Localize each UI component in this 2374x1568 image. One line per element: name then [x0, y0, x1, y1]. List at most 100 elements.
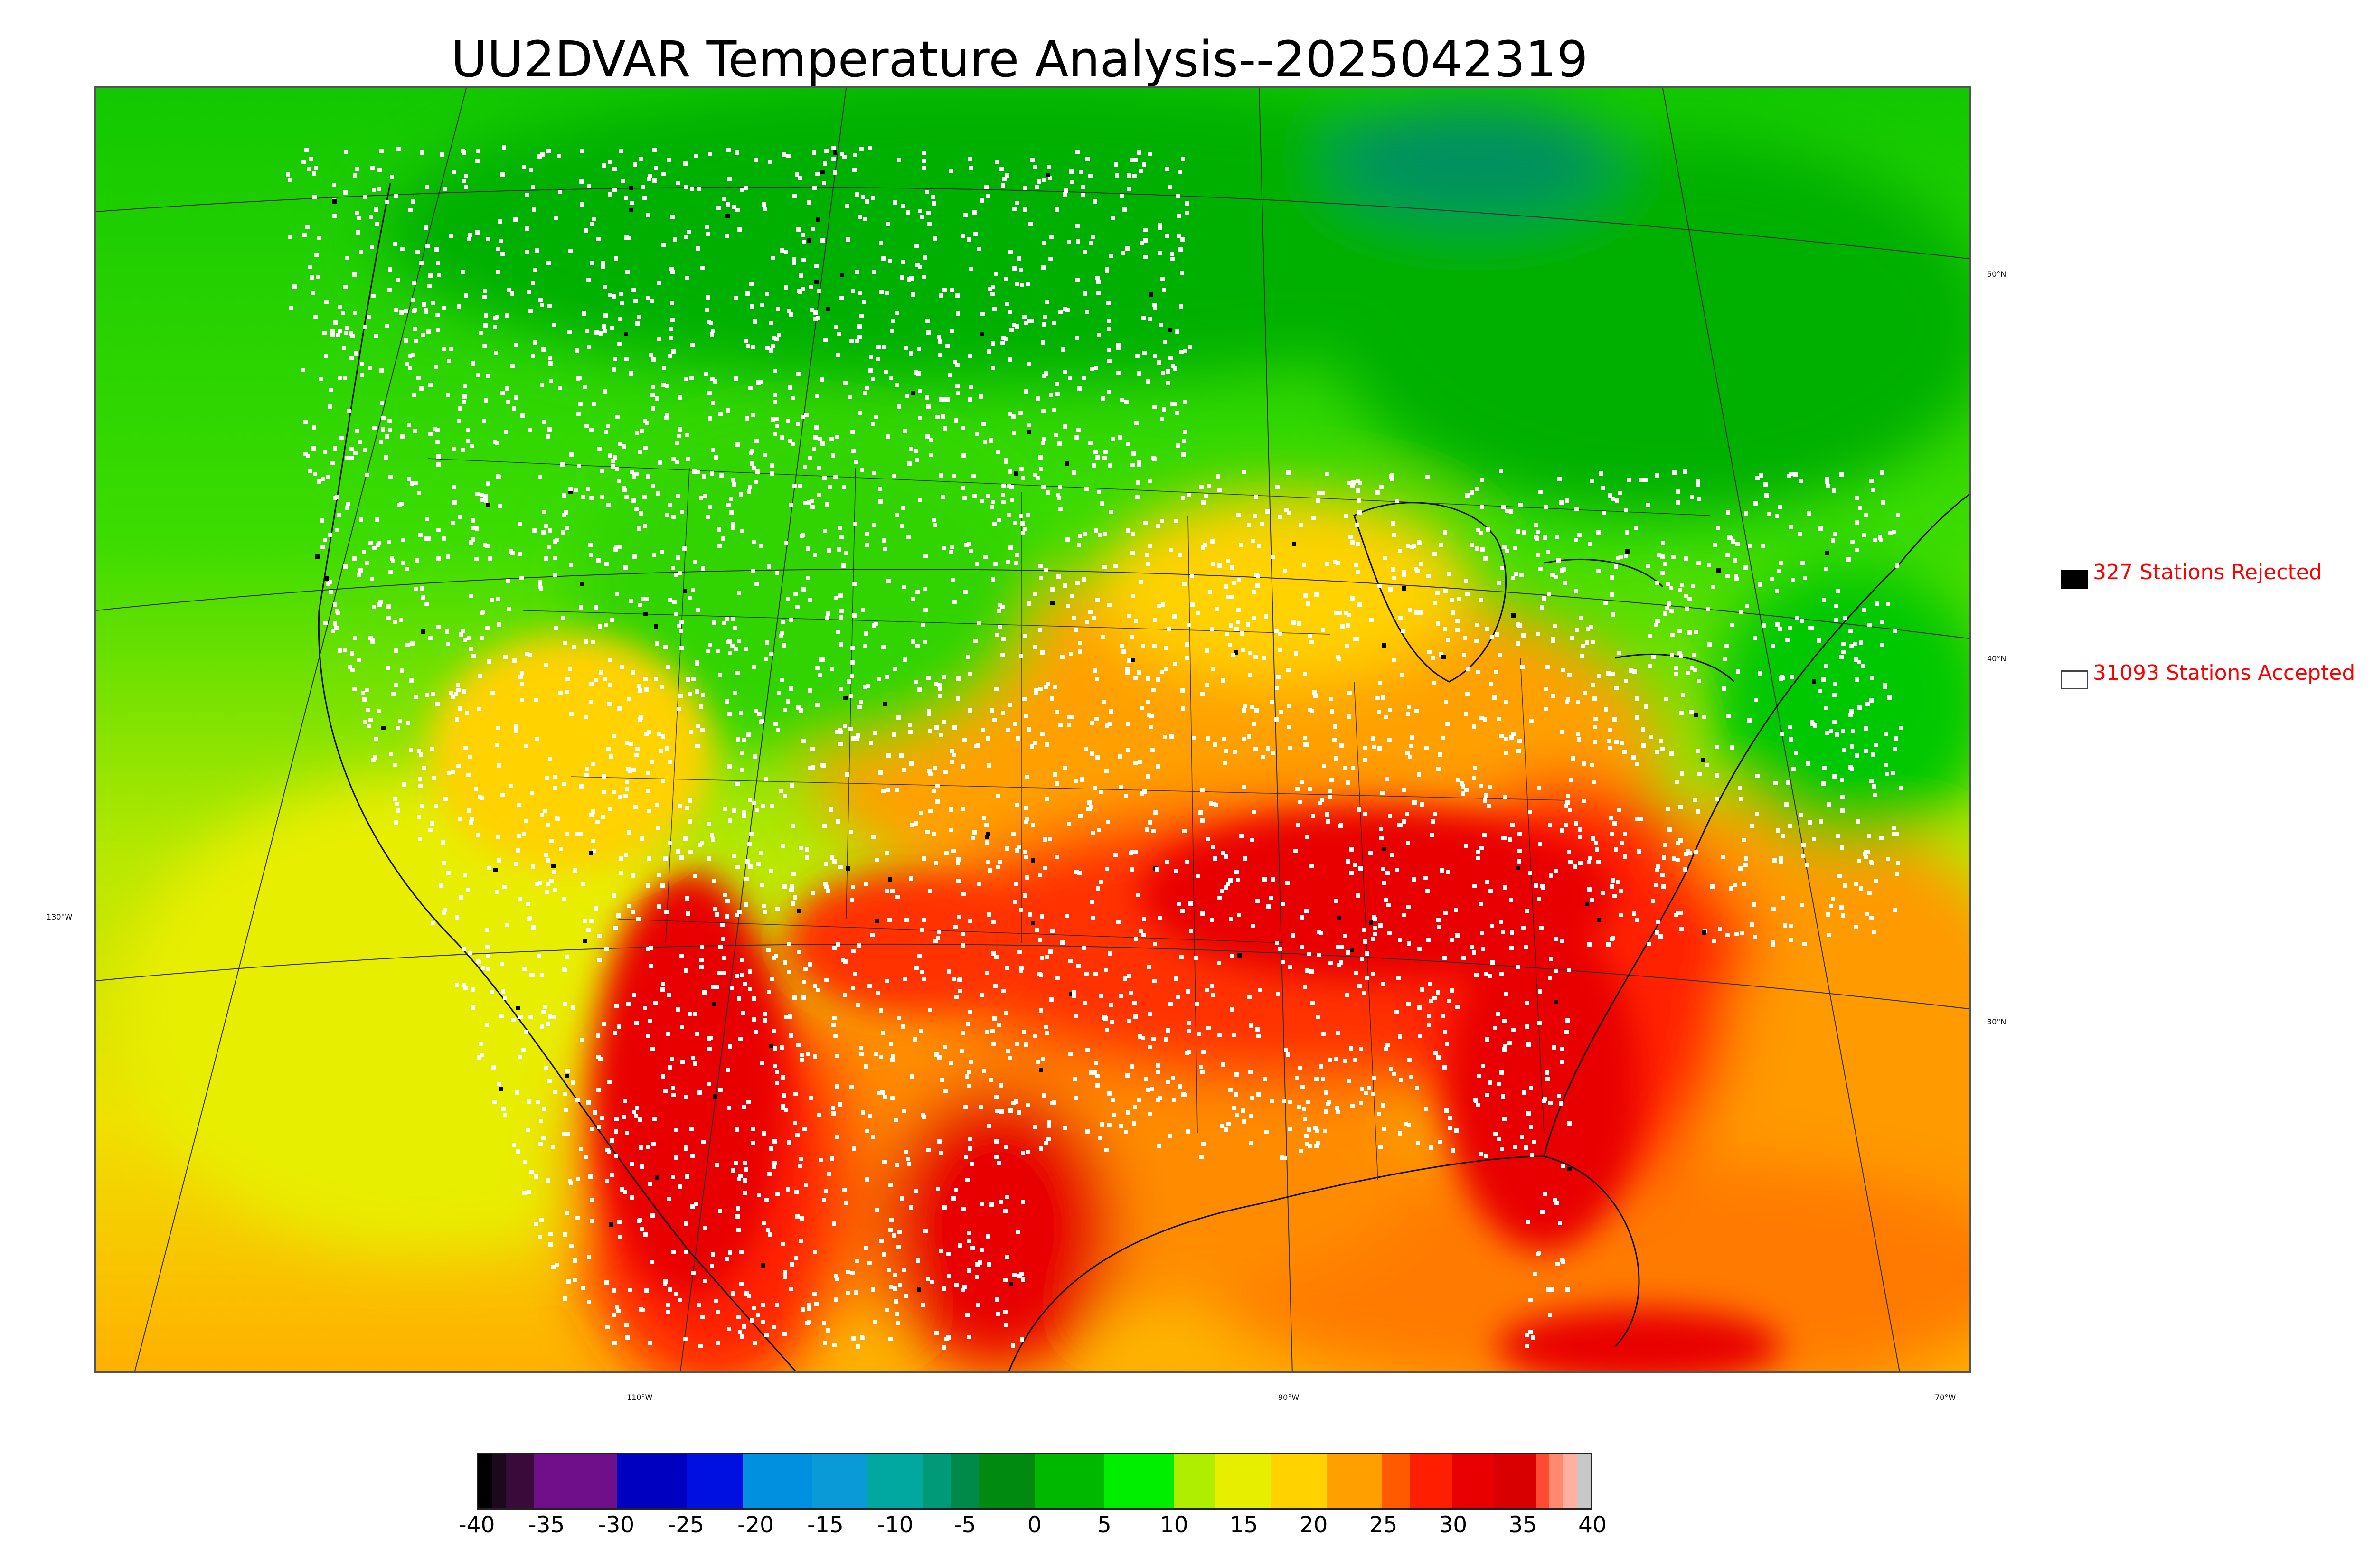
- accepted-station-dot: [865, 1129, 869, 1133]
- accepted-station-dot: [876, 345, 881, 349]
- accepted-station-dot: [820, 238, 825, 243]
- accepted-station-dot: [664, 910, 669, 914]
- accepted-station-dot: [1192, 736, 1196, 740]
- accepted-station-dot: [962, 1285, 967, 1289]
- accepted-station-dot: [802, 980, 806, 984]
- accepted-station-dot: [583, 919, 587, 923]
- accepted-station-dot: [486, 237, 490, 241]
- accepted-station-dot: [864, 1064, 868, 1069]
- accepted-station-dot: [955, 293, 960, 298]
- accepted-station-dot: [462, 150, 466, 155]
- accepted-station-dot: [1130, 635, 1134, 639]
- accepted-station-dot: [984, 185, 989, 189]
- rejected-station-dot: [911, 391, 915, 395]
- accepted-station-dot: [1241, 648, 1245, 652]
- accepted-station-dot: [1107, 327, 1111, 331]
- accepted-station-dot: [449, 691, 453, 695]
- accepted-station-dot: [1287, 704, 1291, 708]
- accepted-station-dot: [1725, 574, 1730, 578]
- accepted-station-dot: [590, 261, 594, 265]
- accepted-station-dot: [1521, 926, 1526, 930]
- accepted-station-dot: [635, 1106, 639, 1110]
- accepted-station-dot: [1180, 909, 1185, 913]
- accepted-station-dot: [1013, 521, 1017, 525]
- accepted-station-dot: [810, 747, 815, 751]
- accepted-station-dot: [1074, 1096, 1078, 1100]
- accepted-station-dot: [615, 467, 619, 471]
- accepted-station-dot: [613, 926, 618, 930]
- accepted-station-dot: [1610, 832, 1614, 836]
- accepted-station-dot: [1516, 529, 1520, 534]
- accepted-station-dot: [956, 311, 960, 316]
- accepted-station-dot: [301, 368, 305, 372]
- accepted-station-dot: [1619, 889, 1623, 893]
- accepted-station-dot: [1501, 505, 1506, 509]
- accepted-station-dot: [518, 552, 522, 556]
- colorbar-tick-label: -30: [598, 1512, 635, 1538]
- accepted-station-dot: [603, 313, 608, 318]
- accepted-station-dot: [1085, 620, 1089, 624]
- accepted-station-dot: [676, 181, 680, 185]
- accepted-station-dot: [1028, 222, 1033, 226]
- accepted-station-dot: [735, 782, 740, 786]
- accepted-station-dot: [890, 1096, 895, 1100]
- accepted-station-dot: [1008, 469, 1012, 474]
- accepted-station-dot: [1602, 511, 1606, 515]
- accepted-station-dot: [873, 1320, 877, 1324]
- accepted-station-dot: [1078, 814, 1083, 818]
- accepted-station-dot: [1476, 670, 1480, 674]
- accepted-station-dot: [770, 977, 774, 981]
- accepted-station-dot: [1065, 914, 1069, 918]
- accepted-station-dot: [1538, 567, 1543, 571]
- accepted-station-dot: [1357, 807, 1361, 812]
- accepted-station-dot: [413, 327, 417, 331]
- accepted-station-dot: [671, 1086, 675, 1090]
- accepted-station-dot: [1120, 398, 1124, 402]
- accepted-station-dot: [749, 451, 753, 455]
- accepted-station-dot: [684, 235, 688, 239]
- accepted-station-dot: [1892, 832, 1896, 836]
- accepted-station-dot: [1509, 946, 1514, 950]
- accepted-station-dot: [1377, 710, 1381, 714]
- accepted-station-dot: [655, 803, 659, 807]
- accepted-station-dot: [1130, 463, 1135, 467]
- accepted-station-dot: [1407, 1058, 1412, 1062]
- accepted-station-dot: [994, 272, 998, 276]
- accepted-station-dot: [1748, 544, 1752, 548]
- accepted-station-dot: [1824, 706, 1828, 710]
- accepted-station-dot: [484, 398, 488, 403]
- accepted-station-dot: [901, 1024, 905, 1029]
- accepted-station-dot: [782, 884, 787, 889]
- accepted-station-dot: [1479, 784, 1483, 788]
- accepted-station-dot: [1398, 616, 1403, 620]
- accepted-station-dot: [864, 882, 868, 886]
- accepted-station-dot: [569, 712, 574, 716]
- accepted-station-dot: [425, 517, 429, 521]
- rejected-station-dot: [516, 1006, 520, 1010]
- accepted-station-dot: [1264, 1130, 1269, 1134]
- accepted-station-dot: [761, 1320, 765, 1324]
- accepted-station-dot: [867, 1261, 872, 1265]
- accepted-station-dot: [328, 533, 332, 537]
- accepted-station-dot: [1812, 837, 1816, 841]
- accepted-station-dot: [752, 1017, 756, 1022]
- accepted-station-dot: [968, 157, 972, 161]
- accepted-station-dot: [1445, 722, 1450, 726]
- accepted-station-dot: [1586, 627, 1590, 631]
- accepted-station-dot: [639, 511, 643, 516]
- accepted-station-dot: [726, 1068, 730, 1072]
- accepted-station-dot: [1771, 907, 1776, 911]
- accepted-station-dot: [418, 784, 423, 788]
- accepted-station-dot: [961, 807, 965, 811]
- accepted-station-dot: [1446, 638, 1450, 642]
- accepted-station-dot: [1464, 712, 1468, 716]
- accepted-station-dot: [676, 494, 680, 498]
- accepted-station-dot: [699, 965, 704, 969]
- accepted-station-dot: [543, 809, 547, 813]
- accepted-station-dot: [387, 540, 391, 544]
- accepted-station-dot: [1270, 1099, 1274, 1103]
- accepted-station-dot: [1562, 567, 1566, 572]
- accepted-station-dot: [996, 1312, 1000, 1316]
- accepted-station-dot: [581, 882, 585, 886]
- accepted-station-dot: [513, 217, 518, 222]
